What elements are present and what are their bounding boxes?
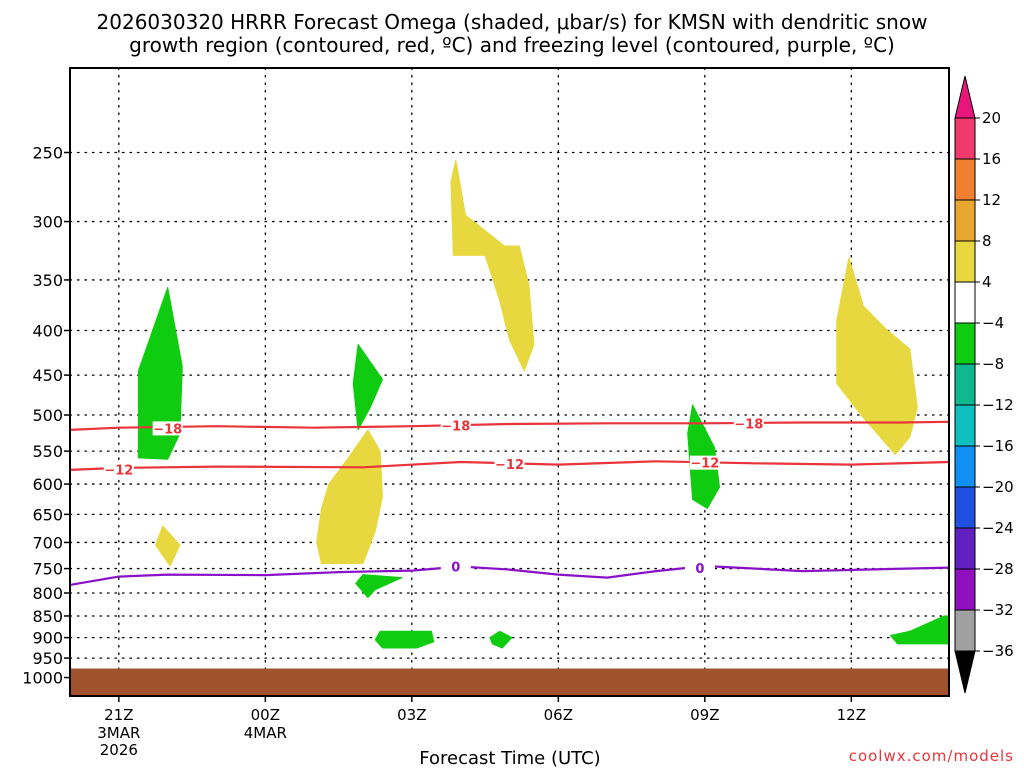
contour-label-bg [440,418,471,433]
credit-link[interactable]: coolwx.com/models [849,747,1014,765]
colorbar-segment [954,568,976,611]
omega-downward-region [836,257,918,455]
colorbar-tick-label: −32 [982,601,1014,619]
contour-label-bg [689,455,720,470]
omega-downward-region [450,159,535,372]
omega-upward-region [489,630,513,649]
colorbar-tick-label: 12 [982,191,1001,209]
colorbar-legend: 20 16 12 8 4 −4 −8 −12 −16 −20 −24 −28 −32 −36 [954,75,1014,694]
y-tick-label: 250 [32,144,63,163]
colorbar-tick-label: −24 [982,519,1014,537]
y-tick-label: 1000 [22,669,63,688]
contour-label: 0 [695,562,704,577]
colorbar-tick-label: 4 [982,273,992,291]
contour-label: −18 [153,422,182,437]
colorbar-tick-label: −12 [982,396,1014,414]
omega-upward-region [352,343,383,431]
plot-frame [69,67,950,697]
colorbar-tick-label: −36 [982,642,1014,660]
y-tick-label: 500 [32,406,63,425]
y-tick-label: 300 [32,213,63,232]
contour-label-bg [103,462,134,477]
contour-label: −12 [495,458,524,473]
y-tick-label: 350 [32,271,63,290]
x-tick-label: 03Z [397,706,426,724]
omega-downward-region [316,429,383,564]
contour-label: −18 [734,417,763,432]
y-tick-label: 950 [32,649,63,668]
colorbar-segment [954,445,976,488]
colorbar-segment [954,486,976,529]
colorbar-segment [954,363,976,406]
colorbar-segment [954,322,976,365]
x-tick-label: 12Z [837,706,866,724]
colorbar-tick-label: −28 [982,560,1014,578]
colorbar-segment [954,404,976,447]
colorbar-segment [954,117,976,160]
contour-label-bg [440,559,471,574]
x-tick-date: 4MAR [244,724,287,742]
y-tick-label: 550 [32,442,63,461]
y-tick-label: 800 [32,584,63,603]
contour-label: −12 [690,457,719,472]
y-tick-label: 600 [32,475,63,494]
plot-area: −18 −18 −18 −12 −12 −12 0 0 [69,67,950,697]
y-tick-label: 650 [32,505,63,524]
contour-line [69,564,950,586]
omega-upward-region [137,286,183,460]
y-tick-label: 850 [32,607,63,626]
colorbar-segment [954,158,976,201]
colorbar-segment [954,199,976,242]
omega-upward-region [355,574,403,599]
contour-line [69,420,950,431]
contour-label: −18 [441,419,470,434]
y-tick-label: 750 [32,560,63,579]
contour-label-bg [494,456,525,471]
ground-surface [70,668,949,696]
colorbar-tick-label: −8 [982,355,1004,373]
omega-downward-region [155,525,181,567]
colorbar-tick-label: 16 [982,150,1001,168]
y-axis: 250 300 350 400 450 500 550 600 650 700 750 800 850 9… [22,144,70,688]
x-tick-year: 2026 [100,741,138,759]
contour-label: 0 [451,561,460,576]
y-tick-label: 900 [32,629,63,648]
x-tick-label: 09Z [690,706,719,724]
y-tick-label: 450 [32,366,63,385]
y-tick-label: 700 [32,533,63,552]
colorbar-tick-label: −16 [982,437,1014,455]
colorbar-segment [954,281,976,324]
colorbar-segment [954,240,976,283]
x-axis-title: Forecast Time (UTC) [419,748,600,768]
colorbar-segment [954,527,976,570]
colorbar-bottom-arrow [954,650,976,694]
colorbar-tick-label: 8 [982,232,992,250]
x-tick-label: 00Z [251,706,280,724]
colorbar-segment [954,609,976,652]
chart-title-line2: growth region (contoured, red, ºC) and f… [129,33,895,57]
contour-label-bg [733,416,764,431]
colorbar-tick-label: −20 [982,478,1014,496]
chart-title-line1: 2026030320 HRRR Forecast Omega (shaded, … [97,10,928,34]
colorbar-tick-label: 20 [982,109,1001,127]
omega-upward-region [374,630,435,649]
contour-label: −12 [104,463,133,478]
colorbar-top-arrow [954,75,976,119]
y-tick-label: 400 [32,322,63,341]
x-tick-label: 06Z [544,706,573,724]
contour-label-bg [684,561,715,576]
contour-label-bg [152,421,183,436]
x-tick-label: 21Z [104,706,133,724]
x-tick-date: 3MAR [97,724,140,742]
colorbar-tick-label: −4 [982,314,1004,332]
omega-upward-region [889,615,950,645]
